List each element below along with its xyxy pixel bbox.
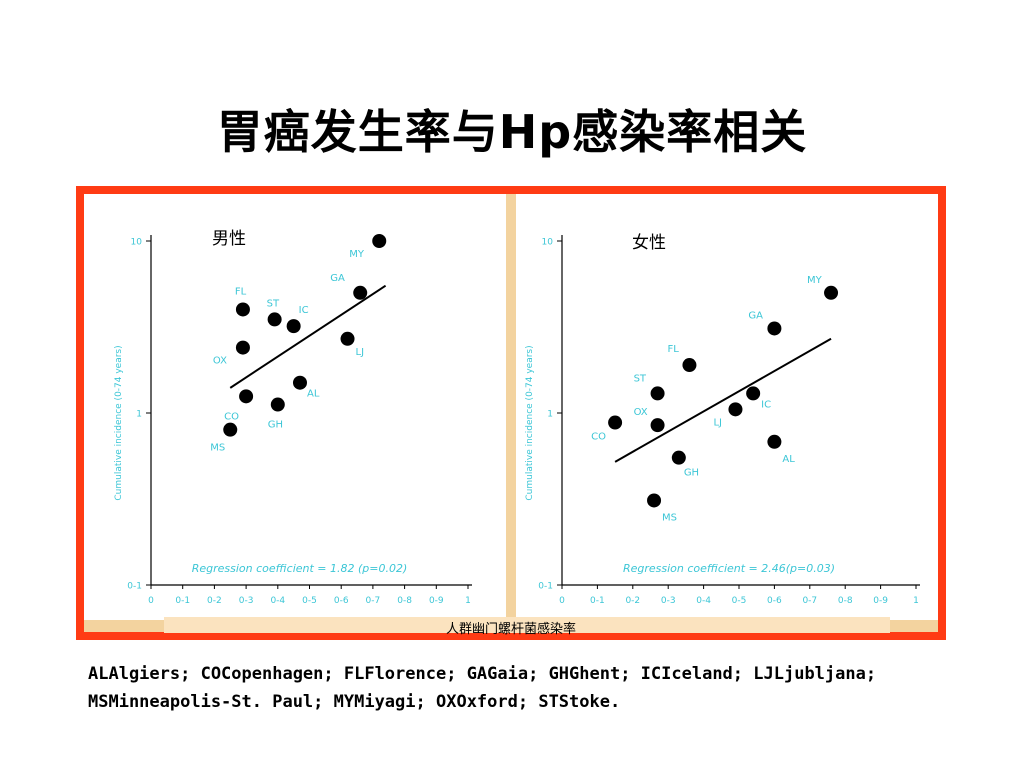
point-label-ga: GA [748, 310, 763, 321]
data-point-st [650, 386, 665, 401]
x-tick-label: 0-7 [366, 596, 381, 606]
data-point-co [239, 389, 254, 404]
point-label-my: MY [349, 249, 365, 260]
panel-label-male: 男性 [210, 224, 248, 249]
data-point-gh [270, 397, 285, 412]
point-label-ic: IC [761, 399, 771, 410]
xaxis-label-band [164, 617, 890, 633]
data-point-ic [746, 386, 761, 401]
x-tick-label: 0-6 [334, 596, 349, 606]
y-axis-title: Cumulative incidence (0-74 years) [114, 345, 124, 500]
x-tick-label: 0-4 [696, 596, 711, 606]
x-tick-label: 0-5 [302, 596, 317, 606]
panel-label-female: 女性 [630, 228, 668, 253]
data-point-fl [235, 302, 250, 317]
point-label-st: ST [634, 373, 647, 384]
regression-annotation: Regression coefficient = 2.46(p=0.03) [623, 562, 835, 575]
point-label-ms: MS [210, 443, 225, 454]
x-tick-label: 0-1 [590, 596, 605, 606]
point-label-st: ST [267, 298, 280, 309]
point-label-al: AL [307, 389, 320, 400]
x-tick-label: 0-6 [767, 596, 782, 606]
x-tick-label: 0-5 [732, 596, 747, 606]
x-tick-label: 0-8 [397, 596, 412, 606]
y-tick-label: 0-1 [538, 582, 553, 592]
x-tick-label: 0 [559, 596, 565, 606]
point-label-ox: OX [634, 407, 648, 418]
x-tick-label: 0-1 [175, 596, 190, 606]
panel-background [84, 194, 506, 620]
data-point-al [292, 375, 307, 390]
scatter-panel-1: 10 1 0-1 0 0-1 0-2 0-3 0-4 0-5 0-6 0-7 0-8 0-9 1 Cumul… [84, 194, 506, 620]
x-tick-label: 0-2 [625, 596, 640, 606]
point-label-lj: LJ [713, 417, 722, 428]
scatter-panel-2: 10 1 0-1 0 0-1 0-2 0-3 0-4 0-5 0-6 0-7 0-8 0-9 1 Cumul… [516, 194, 938, 620]
point-label-fl: FL [235, 286, 247, 297]
data-point-lj [728, 402, 743, 417]
data-point-ga [767, 321, 782, 336]
data-point-lj [340, 331, 355, 346]
data-point-co [608, 415, 623, 430]
x-tick-label: 0-8 [838, 596, 853, 606]
data-point-ms [223, 422, 238, 437]
x-tick-label: 0-3 [239, 596, 254, 606]
data-point-st [267, 312, 282, 327]
data-point-gh [671, 450, 686, 465]
x-tick-label: 0-9 [873, 596, 888, 606]
x-tick-label: 1 [465, 596, 471, 606]
data-point-fl [682, 358, 697, 373]
data-point-ox [235, 340, 250, 355]
point-label-ga: GA [330, 273, 345, 284]
point-label-co: CO [591, 432, 606, 443]
slide-title: 胃癌发生率与Hp感染率相关 [216, 105, 808, 159]
point-label-ms: MS [662, 512, 677, 523]
y-tick-label: 10 [131, 238, 143, 248]
point-label-fl: FL [667, 344, 679, 355]
data-point-ms [647, 493, 662, 508]
point-label-gh: GH [268, 420, 283, 431]
point-label-ox: OX [213, 356, 227, 367]
x-axis-title: 人群幽门螺杆菌感染率 [445, 622, 576, 637]
x-tick-label: 1 [913, 596, 919, 606]
figure-frame: 10 1 0-1 0 0-1 0-2 0-3 0-4 0-5 0-6 0-7 0-8 0-9 1 Cumul… [76, 186, 946, 640]
data-point-ga [353, 285, 368, 300]
x-tick-label: 0-2 [207, 596, 222, 606]
regression-line [229, 284, 387, 389]
point-label-ic: IC [299, 305, 309, 316]
regression-line [614, 337, 832, 463]
x-tick-label: 0-9 [429, 596, 444, 606]
footnote: ALAlgiers; COCopenhagen; FLFlorence; GAG… [88, 660, 1013, 716]
point-label-my: MY [807, 275, 823, 286]
y-axis-title: Cumulative incidence (0-74 years) [525, 345, 535, 500]
data-point-al [767, 434, 782, 449]
y-tick-label: 0-1 [127, 582, 142, 592]
x-tick-label: 0-4 [270, 596, 285, 606]
point-label-lj: LJ [356, 347, 365, 358]
data-point-my [372, 234, 387, 248]
footnote-line-2: MSMinneapolis-St. Paul; MYMiyagi; OXOxfo… [88, 692, 621, 712]
x-tick-label: 0-7 [802, 596, 817, 606]
point-label-gh: GH [684, 468, 699, 479]
panel-background [516, 194, 938, 620]
data-point-my [824, 285, 839, 300]
footnote-line-1: ALAlgiers; COCopenhagen; FLFlorence; GAG… [88, 664, 877, 684]
y-tick-label: 1 [547, 410, 553, 420]
data-point-ox [650, 418, 665, 433]
regression-annotation: Regression coefficient = 1.82 (p=0.02) [192, 562, 408, 575]
x-tick-label: 0 [148, 596, 154, 606]
y-tick-label: 10 [542, 238, 554, 248]
data-point-ic [286, 319, 301, 334]
point-label-co: CO [224, 411, 239, 422]
x-tick-label: 0-3 [661, 596, 676, 606]
y-tick-label: 1 [136, 410, 142, 420]
point-label-al: AL [782, 454, 795, 465]
